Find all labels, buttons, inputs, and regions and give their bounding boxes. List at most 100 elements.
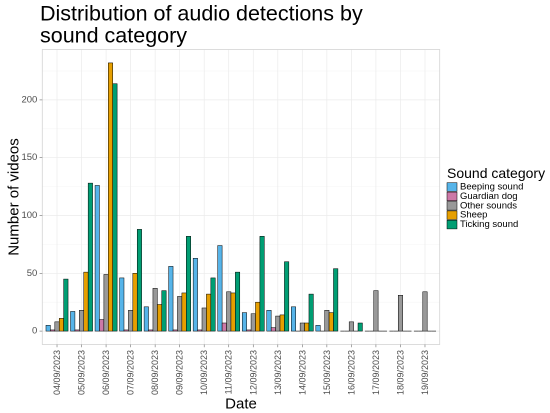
bar bbox=[315, 325, 321, 332]
bar bbox=[284, 261, 290, 332]
bar bbox=[226, 291, 232, 332]
legend-label: Beeping sound bbox=[460, 182, 523, 193]
bar bbox=[99, 319, 105, 332]
bar bbox=[168, 266, 174, 332]
bar bbox=[119, 277, 125, 332]
bar bbox=[235, 271, 241, 332]
bar bbox=[197, 329, 203, 332]
legend-key bbox=[446, 201, 458, 211]
bar bbox=[143, 306, 149, 332]
bar bbox=[397, 295, 403, 332]
legend-key bbox=[446, 191, 458, 201]
bar bbox=[324, 310, 330, 332]
bar bbox=[266, 310, 272, 332]
bar bbox=[181, 292, 187, 332]
bar bbox=[357, 322, 363, 332]
bar bbox=[259, 236, 265, 332]
chart-title-line-1: Distribution of audio detections by bbox=[40, 2, 363, 26]
bar bbox=[58, 318, 64, 332]
bar bbox=[123, 329, 129, 332]
bar bbox=[275, 315, 281, 332]
bar bbox=[74, 329, 80, 332]
bar bbox=[79, 310, 85, 332]
bar bbox=[94, 185, 100, 332]
y-axis-title: Number of videos bbox=[6, 138, 23, 256]
bar bbox=[241, 312, 247, 332]
bar bbox=[152, 288, 158, 332]
y-tick-label: 0 bbox=[32, 326, 37, 337]
bar bbox=[50, 329, 56, 332]
bar bbox=[221, 322, 227, 332]
bar bbox=[373, 290, 379, 332]
legend-key bbox=[446, 220, 458, 230]
legend-item: Other sounds bbox=[446, 200, 517, 211]
bar bbox=[333, 268, 339, 332]
bar bbox=[186, 236, 191, 332]
bar bbox=[217, 245, 223, 332]
plot-panel bbox=[41, 49, 441, 345]
bar bbox=[270, 327, 276, 332]
bar bbox=[161, 290, 167, 332]
legend-label: Ticking sound bbox=[460, 219, 518, 230]
x-tick-label: 16/09/2023 bbox=[346, 350, 356, 395]
bar bbox=[177, 296, 183, 332]
x-axis-title: Date bbox=[225, 396, 257, 413]
x-tick-label: 11/09/2023 bbox=[224, 350, 234, 394]
x-axis: 04/09/2023 05/09/2023 06/09/2023 07/09/2023… bbox=[52, 344, 430, 395]
bar bbox=[201, 307, 207, 332]
bar bbox=[148, 329, 154, 332]
bar bbox=[206, 293, 212, 332]
bar bbox=[112, 83, 118, 332]
x-tick-label: 08/09/2023 bbox=[150, 350, 160, 395]
legend-item: Ticking sound bbox=[446, 219, 518, 230]
bar bbox=[250, 313, 256, 332]
x-tick-label: 06/09/2023 bbox=[101, 350, 111, 395]
x-tick-label: 13/09/2023 bbox=[273, 350, 283, 395]
x-tick-label: 10/09/2023 bbox=[199, 350, 209, 395]
y-tick-label: 200 bbox=[21, 94, 37, 105]
bar bbox=[210, 277, 216, 332]
plot-panel-background bbox=[42, 49, 440, 345]
bar bbox=[132, 273, 138, 332]
bar bbox=[103, 274, 109, 332]
bar bbox=[279, 314, 285, 332]
bar bbox=[157, 304, 163, 332]
bar bbox=[172, 329, 178, 332]
bar bbox=[291, 306, 296, 332]
bar bbox=[299, 322, 305, 332]
bar bbox=[45, 325, 51, 332]
x-tick-label: 14/09/2023 bbox=[297, 350, 307, 395]
x-tick-label: 07/09/2023 bbox=[126, 350, 136, 395]
x-tick-label: 18/09/2023 bbox=[395, 350, 405, 395]
legend-label: Sheep bbox=[460, 210, 487, 221]
legend-item: Beeping sound bbox=[446, 182, 523, 193]
bar bbox=[255, 301, 261, 332]
chart-title-line-2: sound category bbox=[40, 24, 187, 48]
y-axis: 0 50 100 150 200 bbox=[21, 94, 43, 337]
legend-item: Guardian dog bbox=[446, 191, 518, 202]
x-tick-label: 09/09/2023 bbox=[175, 350, 185, 395]
legend-key bbox=[446, 182, 458, 192]
x-tick-label: 17/09/2023 bbox=[371, 350, 381, 395]
x-tick-label: 15/09/2023 bbox=[322, 350, 332, 395]
x-tick-label: 12/09/2023 bbox=[248, 350, 258, 395]
y-tick-label: 100 bbox=[21, 210, 37, 221]
bar bbox=[136, 229, 142, 332]
bar bbox=[108, 62, 113, 332]
y-tick-label: 150 bbox=[21, 152, 37, 163]
bar bbox=[348, 321, 354, 332]
x-tick-label: 05/09/2023 bbox=[77, 350, 87, 395]
bar bbox=[54, 321, 60, 332]
bar bbox=[230, 292, 236, 332]
bar bbox=[63, 278, 69, 332]
bars bbox=[45, 62, 437, 332]
bar bbox=[304, 322, 310, 332]
bar bbox=[128, 310, 134, 332]
bar bbox=[83, 271, 89, 332]
legend-title: Sound category bbox=[447, 165, 545, 181]
bar bbox=[70, 311, 76, 332]
bar bbox=[308, 293, 314, 332]
x-tick-label: 19/09/2023 bbox=[420, 350, 430, 395]
